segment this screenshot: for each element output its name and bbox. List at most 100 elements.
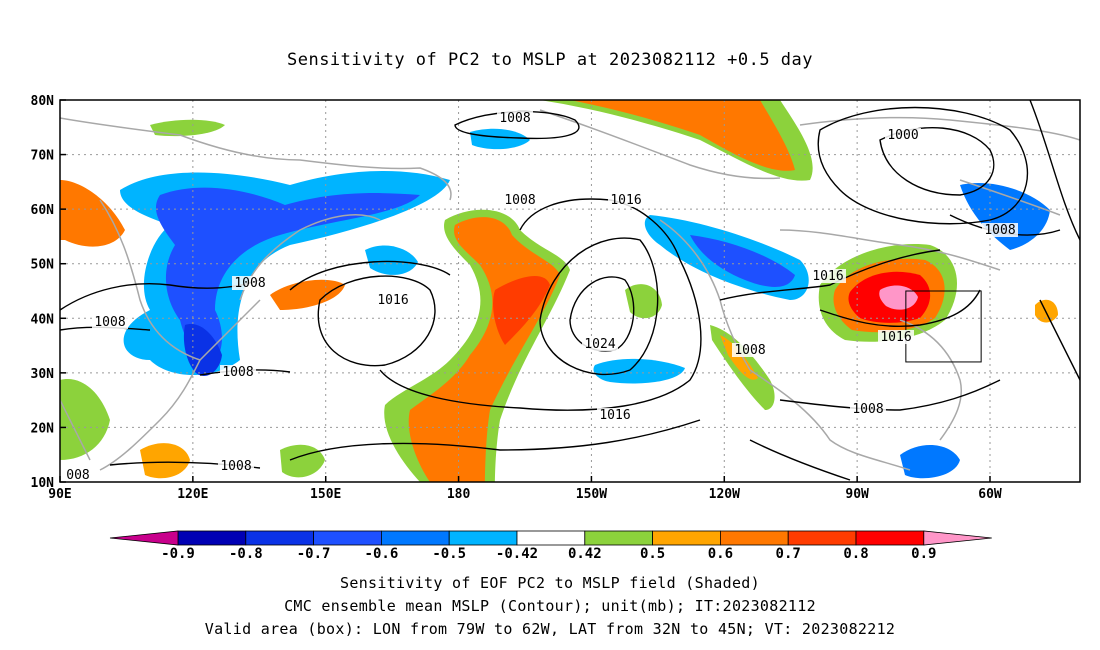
colorbar-swatch — [380, 530, 450, 546]
contour-label: 1000 — [887, 128, 918, 143]
contour-label: 1016 — [812, 269, 843, 284]
colorbar-swatch — [448, 530, 518, 546]
mslp-contours — [60, 100, 1080, 481]
contour-label-bg — [810, 269, 846, 283]
contour-label: 1008 — [234, 276, 265, 291]
map-frame — [59, 99, 1081, 483]
lon-label: 180 — [447, 487, 471, 502]
lat-label: 30N — [31, 367, 55, 382]
lon-label: 120E — [177, 487, 208, 502]
lat-label: 10N — [31, 476, 55, 491]
contour-label: 1008 — [222, 365, 253, 380]
colorbar-swatch — [787, 530, 857, 546]
contour-label-bg — [220, 365, 256, 379]
colorbar-swatch — [177, 530, 247, 546]
contour-label-bg — [597, 408, 633, 422]
footer-caption-line-3: Valid area (box): LON from 79W to 62W, L… — [204, 620, 896, 638]
pos-region-atlantic — [1035, 299, 1058, 323]
lat-label: 60N — [31, 203, 55, 218]
colorbar-label: -0.6 — [365, 546, 399, 562]
contour-label: 1016 — [377, 293, 408, 308]
pos-region-scs — [140, 443, 190, 479]
colorbar-swatch — [516, 530, 586, 546]
colorbar-swatch — [720, 530, 789, 546]
contour-label-bg — [375, 293, 411, 307]
contour-label: 1024 — [584, 337, 615, 352]
lon-label: 60W — [978, 487, 1002, 502]
colorbar: -0.9 -0.8 -0.7 -0.6 -0.5 -0.42 0.42 0.5 0.6 0.7 0.… — [109, 530, 992, 562]
neg-region-canada-west-core — [690, 235, 795, 287]
contour-label-bg — [850, 402, 886, 416]
pos-region-india — [60, 379, 110, 460]
neg-region-arctic — [470, 128, 530, 150]
neg-region-east-china — [183, 324, 222, 376]
colorbar-swatch — [584, 530, 653, 546]
map-title: Sensitivity of PC2 to MSLP at 2023082112… — [286, 50, 813, 70]
lon-label: 150E — [310, 487, 341, 502]
lat-label: 80N — [31, 94, 55, 109]
pos-region-kuril-ridge — [270, 279, 345, 310]
contour-label-layer: 1008 1008 1016 1000 1008 1008 1008 1016 1024 1016… — [64, 111, 1018, 483]
lon-label: 150W — [576, 487, 607, 502]
colorbar-swatch — [855, 530, 925, 546]
neg-region-kuril — [365, 245, 418, 275]
colorbar-label: 0.7 — [776, 546, 801, 562]
contour-label-bg — [732, 343, 768, 357]
pos-region-arctic-green — [150, 119, 225, 137]
colorbar-label: -0.9 — [161, 546, 195, 562]
neg-region-atlantic-south — [900, 444, 960, 479]
contour-label-bg — [878, 330, 914, 344]
contour-label-bg — [232, 276, 268, 290]
contour-label: 1008 — [504, 193, 535, 208]
colorbar-swatch — [245, 530, 315, 546]
lat-label: 50N — [31, 258, 55, 273]
contour-label: 1016 — [880, 330, 911, 345]
colorbar-low-arrow — [109, 530, 179, 546]
colorbar-high-arrow — [923, 530, 992, 546]
pos-region-europe — [60, 180, 125, 247]
footer-caption-line-1: Sensitivity of EOF PC2 to MSLP field (Sh… — [340, 574, 760, 592]
contour-label-bg — [502, 193, 538, 207]
lon-label: 90E — [48, 487, 71, 502]
colorbar-label: 0.42 — [568, 546, 602, 562]
contour-label: 1016 — [599, 408, 630, 423]
contour-label-bg — [885, 128, 921, 142]
pos-region-dateline-core — [408, 217, 560, 482]
contour-label: 1008 — [499, 111, 530, 126]
valid-area-box — [905, 290, 982, 363]
contour-label: 1008 — [852, 402, 883, 417]
colorbar-label: -0.42 — [496, 546, 538, 562]
pos-region-dateline-red — [493, 275, 550, 345]
contour-label: 1016 — [610, 193, 641, 208]
contour-label-bg — [582, 337, 618, 351]
pos-region-arctic-ridge-core — [570, 100, 795, 171]
colorbar-label: 0.9 — [911, 546, 936, 562]
colorbar-label: -0.8 — [229, 546, 263, 562]
lat-label: 70N — [31, 149, 55, 164]
lon-label: 120W — [709, 487, 740, 502]
neg-region-pacific-mid — [593, 358, 685, 384]
contour-label-bg — [608, 193, 644, 207]
neg-region-labrador — [960, 182, 1050, 250]
contour-label-bg — [64, 468, 92, 482]
neg-region-siberia-core — [155, 187, 420, 365]
colorbar-label: -0.5 — [432, 546, 466, 562]
lat-label: 20N — [31, 421, 55, 436]
pos-region-great-lakes-peak — [879, 285, 918, 310]
pos-region-nw-pacific — [280, 444, 325, 478]
contour-label-bg — [218, 459, 254, 473]
colorbar-label: 0.8 — [843, 546, 868, 562]
colorbar-label: 0.6 — [708, 546, 733, 562]
colorbar-swatch — [652, 530, 721, 546]
colorbar-swatch — [313, 530, 382, 546]
colorbar-label: 0.5 — [640, 546, 665, 562]
shaded-sensitivity-layer — [60, 100, 1058, 482]
contour-label-bg — [497, 111, 533, 125]
contour-label: 008 — [66, 468, 89, 483]
lon-label: 90W — [845, 487, 869, 502]
contour-label: 1008 — [220, 459, 251, 474]
contour-label: 1008 — [94, 315, 125, 330]
contour-label-bg — [982, 223, 1018, 237]
